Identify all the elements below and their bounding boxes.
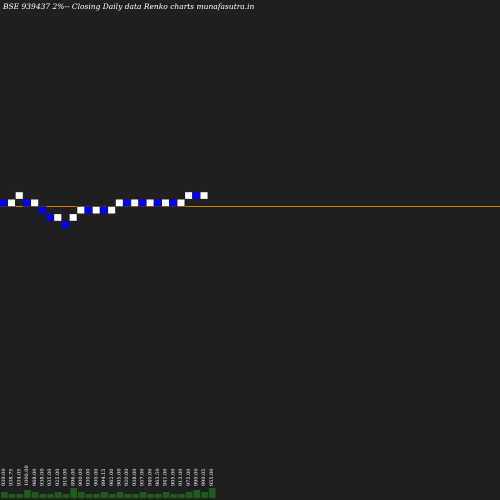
x-tick-label: 940.00 [147,469,153,487]
renko-brick-up [199,191,209,200]
renko-brick-up [92,206,101,215]
x-tick-label: 1000.00 [24,465,30,486]
x-tick-label: 896.00 [70,469,76,487]
renko-brick-up [15,191,24,200]
x-tick-label: 955.00 [209,469,215,487]
renko-brick-up [176,198,186,207]
volume-bar [139,492,147,498]
renko-brick-down [138,198,147,207]
x-tick-label: 920.00 [124,469,130,487]
x-tick-label: 934.05 [16,469,22,487]
x-tick-label: 939.00 [1,469,7,487]
volume-bar [108,494,116,498]
x-tick-label: 938.00 [132,469,138,487]
volume-bar [147,494,154,498]
volume-bar [1,492,8,498]
renko-brick-up [184,191,193,200]
volume-bar [124,494,131,498]
x-tick-label: 894.15 [101,469,107,487]
renko-brick-up [69,213,78,222]
volume-bar [131,494,139,498]
x-tick-label: 925.00 [55,469,61,487]
volume-bar [201,492,208,498]
volume-bar [101,492,108,498]
x-tick-label: 900.00 [93,469,99,487]
volume-bar [162,492,170,498]
x-axis-tick-labels: 939.00 938.75 934.05 1000.00 968.00 938.00 935… [1,465,215,486]
renko-brick-up [130,198,139,207]
volume-bar [193,490,201,498]
x-tick-label: 919.00 [63,469,69,487]
x-tick-label: 990.00 [194,469,200,487]
volume-bar [170,494,178,498]
volume-bar [116,492,124,498]
renko-brick-up [76,206,85,215]
renko-brick-up [30,198,39,207]
renko-brick-down [38,206,47,215]
renko-brick-up [161,198,170,207]
x-tick-label: 900.00 [78,469,84,487]
volume-bar [208,488,216,498]
renko-brick-down [192,191,201,200]
x-tick-label: 938.75 [9,469,15,487]
x-tick-label: 957.00 [140,469,146,487]
renko-brick-up [146,198,155,207]
x-tick-label: 905.00 [170,469,176,487]
x-tick-label: 962.00 [109,469,115,487]
renko-brick-up [115,198,124,207]
renko-brick-down [22,198,32,207]
x-tick-label: 905.00 [117,469,123,487]
x-tick-label: 990.05 [201,469,207,487]
renko-brick-down [45,213,55,222]
renko-brick-down [99,206,109,215]
volume-bar [24,490,31,498]
x-tick-label: 930.00 [86,469,92,487]
volume-bar [178,494,185,498]
volume-bar [78,492,85,498]
volume-bar [31,492,39,498]
x-tick-label: 968.00 [32,469,38,487]
renko-brick-down [122,198,132,207]
x-tick-label: 963.50 [155,469,161,487]
renko-brick-down [153,198,162,207]
renko-brick-up [107,206,116,215]
renko-bricks [0,191,209,229]
renko-brick-down [0,198,8,207]
renko-brick-down [169,198,178,207]
x-tick-label: 913.00 [178,469,184,487]
volume-bar [155,494,162,498]
volume-bar [85,494,93,498]
renko-brick-up [7,198,16,207]
x-tick-label: 935.00 [47,469,53,487]
volume-bar [62,494,70,498]
volume-bar [70,488,77,498]
renko-brick-up [53,213,62,222]
x-tick-label: 938.00 [40,469,46,487]
x-tick-label: 941.00 [163,469,169,487]
volume-bar [47,494,54,498]
x-tick-label: 975.00 [186,469,192,487]
volume-bars [1,488,216,498]
renko-brick-down [84,206,93,215]
volume-bar [185,492,193,498]
volume-bar [39,494,47,498]
volume-bar [54,492,62,498]
volume-bar [16,494,24,498]
volume-bar [8,494,16,498]
volume-bar [93,494,101,498]
chart-title: BSE 939437 2%-- Closing Daily data Renko… [2,2,255,11]
renko-brick-down [61,220,70,229]
